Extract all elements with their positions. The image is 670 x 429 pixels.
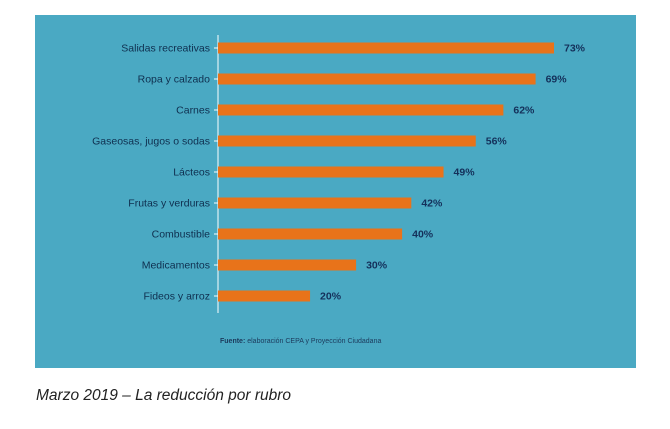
bar bbox=[218, 73, 536, 85]
bar bbox=[218, 259, 357, 271]
category-label: Combustible bbox=[152, 229, 211, 241]
bar bbox=[218, 42, 554, 54]
category-label: Fideos y arroz bbox=[143, 291, 210, 303]
category-label: Gaseosas, jugos o sodas bbox=[92, 136, 210, 148]
value-label: 69% bbox=[546, 74, 568, 86]
bars-layer: Salidas recreativas 73% Ropa y calzado 69% C… bbox=[92, 42, 586, 303]
value-label: 62% bbox=[513, 105, 535, 117]
bar bbox=[218, 197, 412, 209]
source-label: Fuente: bbox=[220, 338, 246, 345]
category-label: Lácteos bbox=[173, 167, 210, 179]
category-label: Medicamentos bbox=[142, 260, 210, 272]
value-label: 40% bbox=[412, 229, 434, 241]
value-label: 56% bbox=[486, 136, 508, 148]
bar bbox=[218, 104, 504, 116]
value-label: 20% bbox=[320, 291, 342, 303]
chart-panel: Salidas recreativas 73% Ropa y calzado 69% C… bbox=[35, 15, 636, 368]
source-text: elaboración CEPA y Proyección Ciudadana bbox=[247, 338, 382, 345]
bar bbox=[218, 290, 311, 302]
bar-chart: Salidas recreativas 73% Ropa y calzado 69% C… bbox=[92, 35, 586, 313]
bar bbox=[218, 135, 476, 147]
value-label: 30% bbox=[366, 260, 388, 272]
bar bbox=[218, 228, 403, 240]
category-label: Ropa y calzado bbox=[138, 74, 211, 86]
category-label: Carnes bbox=[176, 105, 210, 117]
bar bbox=[218, 166, 444, 178]
value-label: 42% bbox=[421, 198, 443, 210]
source-note: Fuente: elaboración CEPA y Proyección Ci… bbox=[220, 338, 381, 345]
figure-caption: Marzo 2019 – La reducción por rubro bbox=[36, 387, 292, 404]
value-label: 49% bbox=[454, 167, 476, 179]
category-label: Salidas recreativas bbox=[121, 43, 210, 55]
category-label: Frutas y verduras bbox=[128, 198, 210, 210]
value-label: 73% bbox=[564, 43, 586, 55]
